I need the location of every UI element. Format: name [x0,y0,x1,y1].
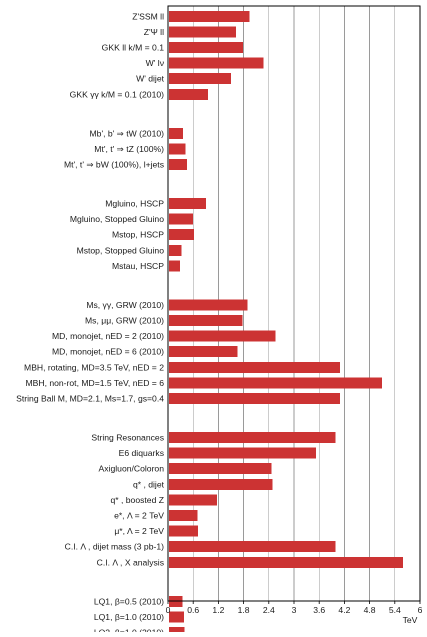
category-label: String Ball M, MD=2.1, Ms=1.7, gs=0.4 [16,394,164,404]
category-label: q* , boosted Z [110,495,164,505]
bar [169,377,383,389]
x-tick-label: 4.2 [338,605,350,615]
bar [169,88,208,100]
category-label: C.I. Λ , X analysis [97,557,164,567]
category-label: GKK ll k/M = 0.1 [102,43,165,53]
bar [169,42,243,53]
bar [169,73,231,85]
category-label: W' dijet [136,74,165,84]
category-label: Mt', t' ⇒ bW (100%), l+jets [64,160,164,170]
bar [169,330,276,342]
bar [169,159,187,170]
x-tick-label: 0.6 [187,605,199,615]
category-label: Mstop, HSCP [112,230,164,240]
bar [169,510,198,521]
x-tick-label: 5.4 [389,605,401,615]
bar [169,627,185,637]
category-label: Mt', t' ⇒ tZ (100%) [94,144,164,154]
category-label: String Resonances [91,433,164,443]
category-label: μ*, Λ = 2 TeV [114,526,164,536]
bar [169,260,181,272]
bar [169,315,243,326]
category-label: C.I. Λ , dijet mass (3 pb-1) [65,542,164,552]
category-label: LQ1, β=0.5 (2010) [94,596,164,606]
category-label: Mgluino, Stopped Gluino [70,214,164,224]
bar [169,541,336,553]
x-axis-unit-label: TeV [403,615,418,625]
category-label: q* , dijet [133,479,165,489]
category-label: GKK γγ k/M = 0.1 (2010) [70,89,164,99]
bar [169,556,404,568]
x-tick-label: 3 [292,605,297,615]
x-tick-label: 2.4 [263,605,275,615]
category-label: Axigluon/Coloron [99,464,165,474]
bar-layer [169,10,404,637]
category-label: Ms, μμ, GRW (2010) [85,316,164,326]
bar [169,525,199,537]
bar [169,198,206,209]
bar [169,299,248,311]
plot-frame [167,5,421,602]
category-label: Mstau, HSCP [112,261,164,271]
bar [169,244,182,256]
bar [169,494,218,506]
category-label: Ms, γγ, GRW (2010) [86,300,164,310]
bar [169,57,264,69]
bar [169,611,184,623]
category-label: e*, Λ = 2 TeV [114,511,164,521]
x-tick-label: 1.8 [238,605,250,615]
category-label: MBH, non-rot, MD=1.5 TeV, nED = 6 [25,378,164,388]
x-axis: 0 0.6 1.2 1.8 2.4 3 3.6 4.2 4.8 5.4 6 [166,601,423,615]
category-label: MD, monojet, nED = 2 (2010) [52,331,164,341]
bar [169,229,195,241]
bar [169,393,341,404]
category-label: W' lν [146,58,164,68]
category-label: LQ2, β=1.0 (2010) [94,628,164,633]
bar [169,127,184,139]
category-label: MBH, rotating, MD=3.5 TeV, nED = 2 [24,362,164,372]
category-label: Z'SSM ll [132,11,164,21]
category-label: Mb', b' ⇒ tW (2010) [90,128,165,138]
x-tick-label: 6 [418,605,423,615]
bar [169,143,186,155]
x-tick-label: 1.2 [212,605,224,615]
x-tick-label: 3.6 [313,605,325,615]
x-tick-label: 4.8 [364,605,376,615]
bar [169,432,336,443]
category-label: E6 diquarks [119,448,164,458]
bar [169,213,194,225]
category-label: LQ1, β=1.0 (2010) [94,612,164,622]
category-label: MD, monojet, nED = 6 (2010) [52,347,164,357]
bar [169,463,272,475]
bar [169,26,237,38]
bar [169,478,273,490]
bar [169,361,341,373]
category-label-layer: Z'SSM ll Z'Ψ ll GKK ll k/M = 0.1 W' lν W' di… [16,11,165,637]
category-label: Mstop, Stopped Gluino [77,245,165,255]
x-tick-label: 0 [166,605,171,615]
category-label: Z'Ψ ll [144,27,164,37]
bar [169,447,316,459]
category-label: Mgluino, HSCP [105,199,164,209]
bar [169,346,238,358]
bar [169,10,250,22]
